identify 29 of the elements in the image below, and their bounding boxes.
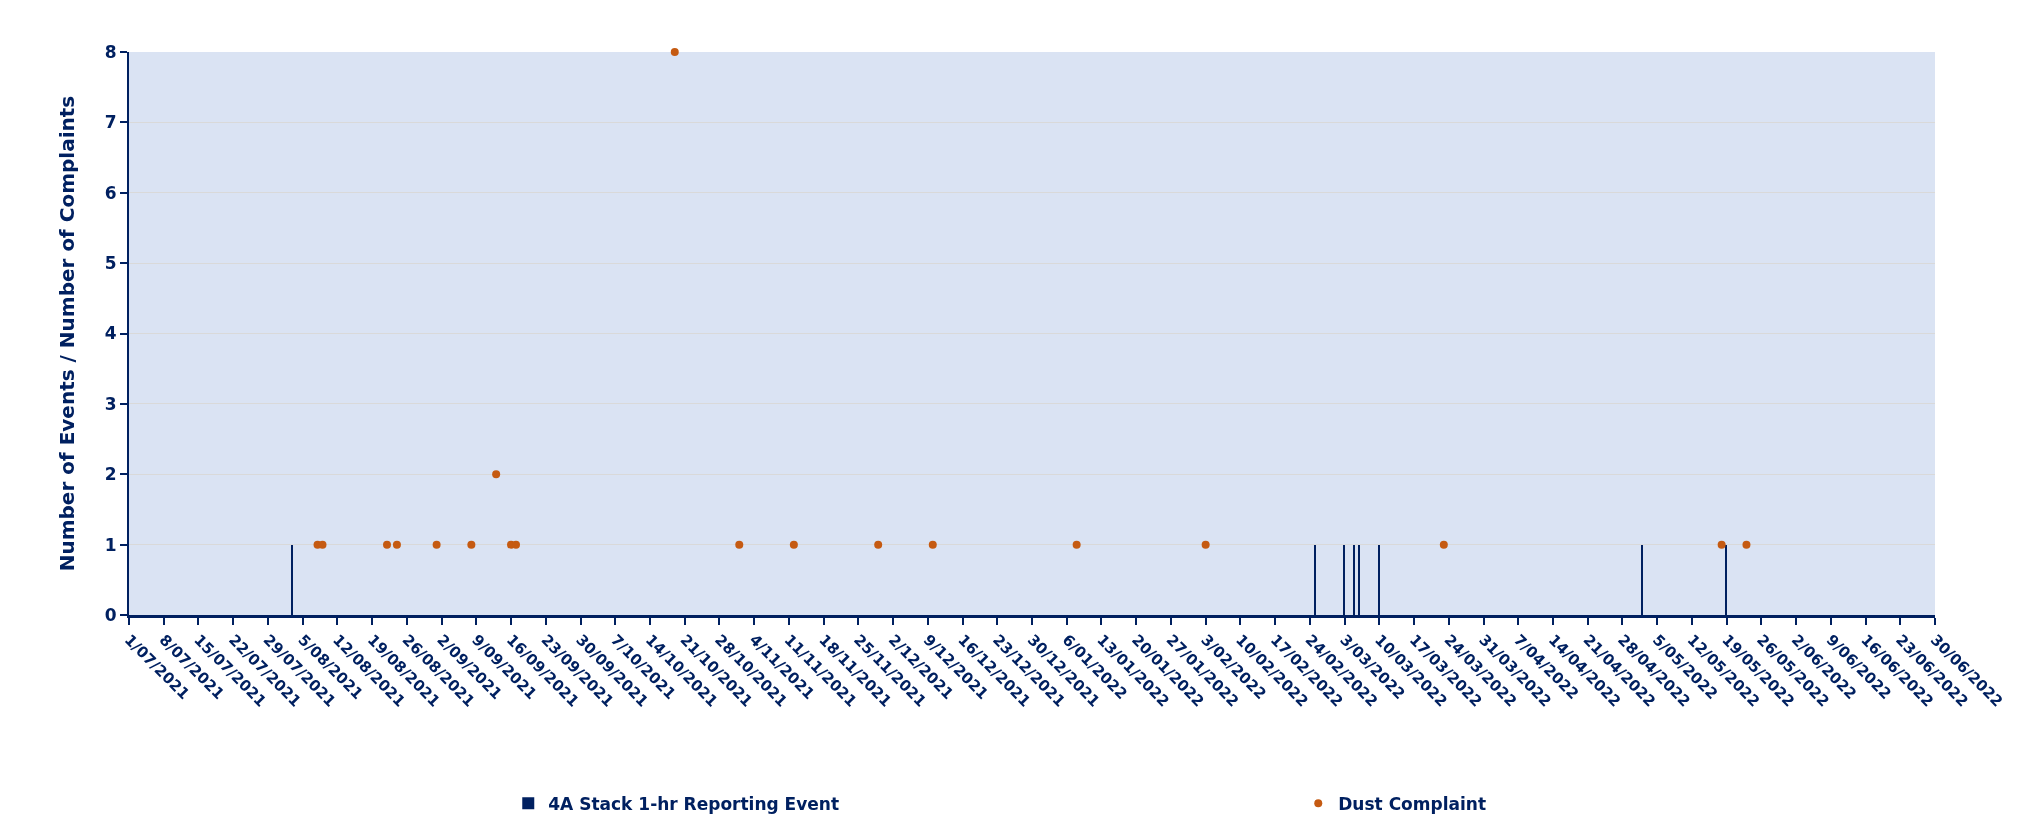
point	[1717, 540, 1726, 549]
legend-label: Dust Complaint	[1338, 793, 1487, 814]
y-tick-label: 2	[104, 464, 117, 485]
y-tick-label: 4	[104, 323, 117, 344]
y-tick-label: 8	[104, 41, 117, 62]
y-tick-label: 1	[104, 534, 117, 555]
y-tick-label: 6	[104, 182, 117, 203]
point	[512, 540, 520, 549]
point	[318, 540, 327, 549]
point	[492, 470, 501, 479]
y-tick-label: 3	[104, 393, 117, 414]
point	[383, 540, 391, 549]
y-tick-label: 0	[104, 604, 117, 625]
legend-label: 4A Stack 1-hr Reporting Event	[548, 793, 840, 814]
y-tick-label: 5	[104, 253, 117, 274]
point	[1201, 540, 1210, 549]
point	[392, 540, 401, 549]
point	[467, 540, 476, 549]
point	[1072, 540, 1081, 549]
point	[928, 540, 937, 549]
point	[670, 48, 679, 56]
point	[735, 540, 744, 549]
point	[789, 540, 798, 549]
point	[1439, 540, 1448, 549]
y-axis-title: Number of Events / Number of Complaints	[54, 95, 79, 572]
y-tick-label: 7	[104, 112, 117, 133]
point	[1742, 540, 1751, 549]
point	[874, 540, 883, 549]
point	[432, 540, 441, 549]
